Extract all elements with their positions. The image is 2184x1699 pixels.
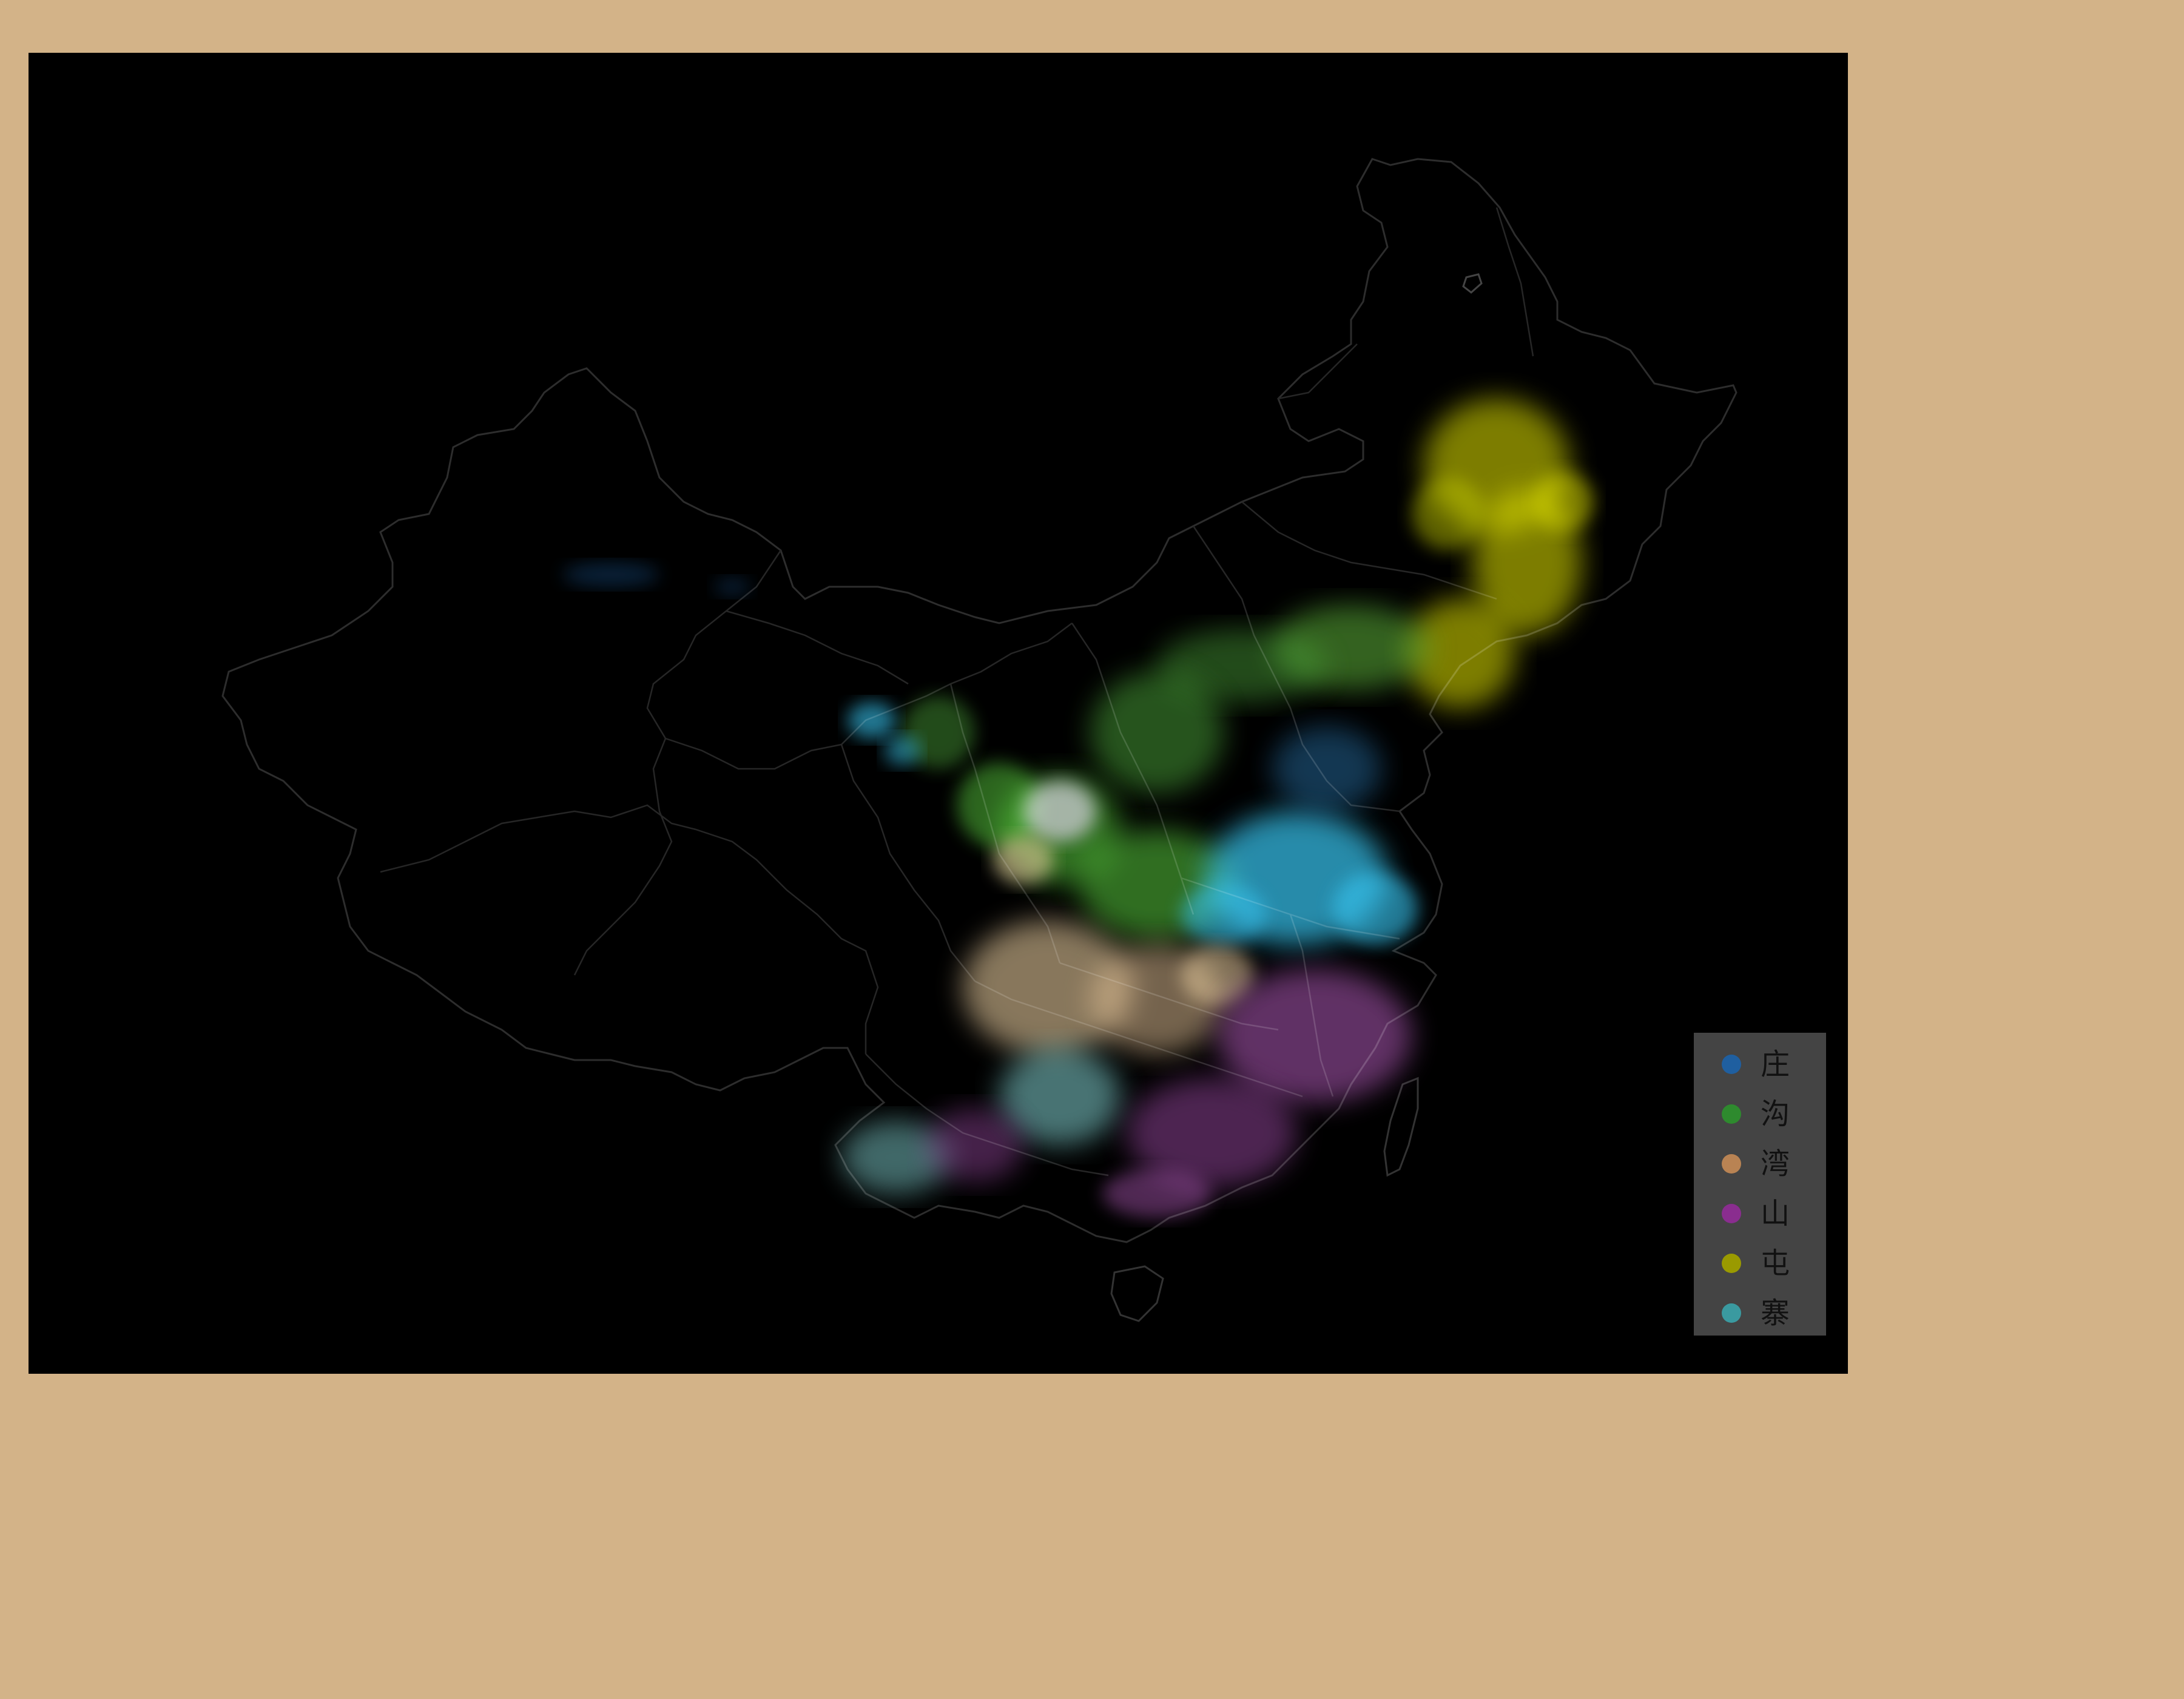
legend-item-tun[interactable]: 屯 — [1694, 1239, 1826, 1289]
legend-label-zhai: 寨 — [1761, 1296, 1790, 1330]
china-map[interactable] — [29, 53, 1848, 1374]
legend-label-gou: 沟 — [1761, 1097, 1790, 1131]
legend-item-zhai[interactable]: 寨 — [1694, 1289, 1826, 1339]
taiwan-outline — [1383, 1076, 1419, 1177]
settlement-density — [562, 399, 1594, 1218]
legend-dot-tun — [1722, 1254, 1741, 1273]
legend-item-zhuang[interactable]: 庄 — [1694, 1040, 1826, 1090]
map-panel[interactable]: 庄 沟 湾 山 屯 寨 — [29, 53, 1848, 1374]
legend-dot-gou — [1722, 1104, 1741, 1124]
legend-item-gou[interactable]: 沟 — [1694, 1090, 1826, 1140]
heilongjiang-lake — [1462, 273, 1483, 294]
legend-dot-zhai — [1722, 1303, 1741, 1323]
legend-label-shan: 山 — [1761, 1197, 1790, 1231]
legend-label-zhuang: 庄 — [1761, 1047, 1790, 1081]
legend-item-shan[interactable]: 山 — [1694, 1189, 1826, 1239]
legend-item-wan[interactable]: 湾 — [1694, 1140, 1826, 1189]
legend-dot-zhuang — [1722, 1055, 1741, 1074]
country-outline — [221, 158, 1737, 1243]
legend-label-tun: 屯 — [1761, 1246, 1790, 1280]
legend-label-wan: 湾 — [1761, 1147, 1790, 1181]
legend: 庄 沟 湾 山 屯 寨 — [1694, 1033, 1826, 1336]
legend-dot-shan — [1722, 1204, 1741, 1223]
hainan-outline — [1110, 1265, 1164, 1322]
legend-dot-wan — [1722, 1154, 1741, 1174]
